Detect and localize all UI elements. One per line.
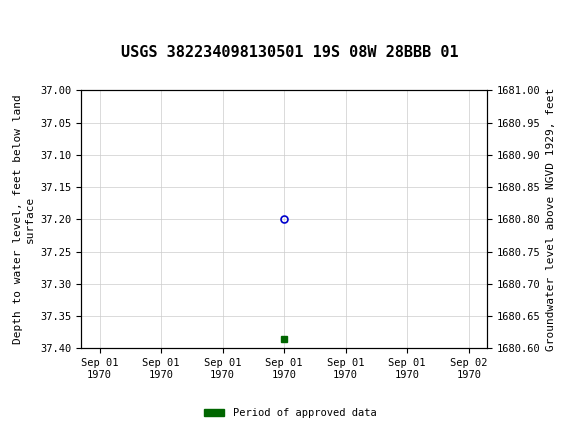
Y-axis label: Depth to water level, feet below land
surface: Depth to water level, feet below land su…	[13, 95, 35, 344]
Y-axis label: Groundwater level above NGVD 1929, feet: Groundwater level above NGVD 1929, feet	[546, 88, 556, 351]
Text: USGS 382234098130501 19S 08W 28BBB 01: USGS 382234098130501 19S 08W 28BBB 01	[121, 45, 459, 60]
Text: ≡USGS: ≡USGS	[7, 12, 78, 29]
Legend: Period of approved data: Period of approved data	[200, 404, 380, 423]
